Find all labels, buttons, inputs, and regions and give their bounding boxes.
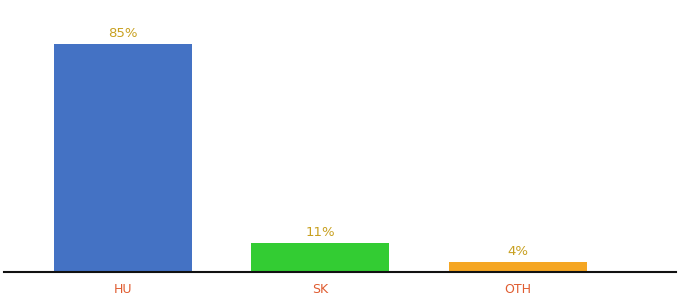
Bar — [54, 44, 192, 272]
Text: 85%: 85% — [108, 27, 137, 40]
Bar — [449, 262, 587, 272]
Text: 4%: 4% — [507, 245, 528, 258]
Text: 11%: 11% — [305, 226, 335, 239]
Bar — [251, 243, 390, 272]
